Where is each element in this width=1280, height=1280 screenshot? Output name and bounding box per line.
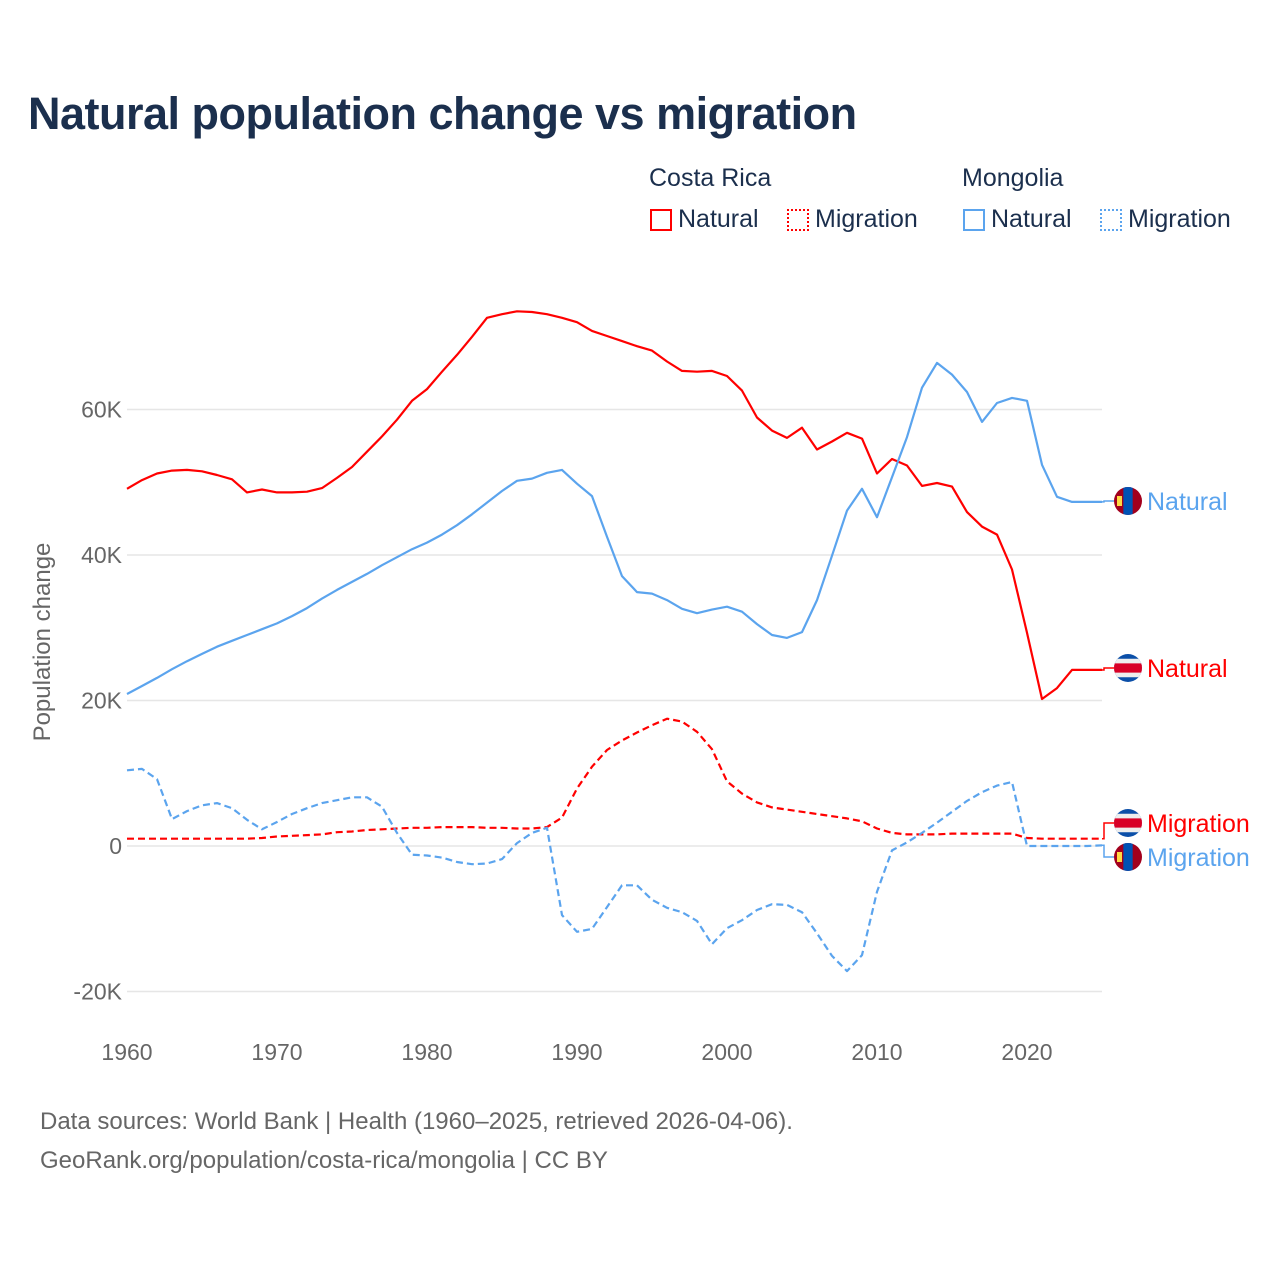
legend-item-cr-migration[interactable]: Migration (787, 205, 918, 234)
flag-body (1114, 843, 1142, 871)
flag-stripe (1123, 487, 1133, 515)
legend-country-mongolia: Mongolia (962, 164, 1064, 192)
y-tick-label: 20K (81, 688, 123, 714)
costa-rica-flag-icon (1114, 809, 1142, 837)
flag-body (1114, 809, 1142, 837)
flag-stripe (1114, 818, 1142, 828)
flag-body (1114, 487, 1142, 515)
chart-title: Natural population change vs migration (28, 88, 857, 139)
legend-swatch-solid-icon (650, 208, 672, 231)
y-tick-label: -20K (73, 979, 122, 1005)
y-tick-label: 0 (109, 833, 122, 859)
flag-stripe (1123, 843, 1133, 871)
legend-swatch-dotted-icon (1100, 208, 1122, 231)
costa-rica-flag-icon (1114, 654, 1142, 682)
end-label-connector (1102, 500, 1114, 503)
legend-country-costa-rica: Costa Rica (649, 164, 772, 192)
legend-swatch-solid-icon (963, 208, 985, 231)
x-tick-label: 1970 (251, 1039, 302, 1065)
x-tick-label: 1960 (101, 1039, 152, 1065)
legend-label: Natural (678, 205, 759, 233)
legend-label: Migration (815, 205, 918, 233)
series-line-mongolia-migration (126, 767, 1103, 973)
legend-label: Natural (991, 205, 1072, 233)
soyombo-symbol (1117, 852, 1122, 862)
mongolia-flag-icon (1114, 843, 1142, 871)
end-label: Natural (1147, 488, 1228, 516)
end-label-connector (1102, 667, 1114, 671)
end-label: Natural (1147, 655, 1228, 683)
end-label-connector (1102, 844, 1114, 858)
mongolia-flag-icon (1114, 487, 1142, 515)
soyombo-symbol (1117, 496, 1122, 506)
x-tick-label: 1980 (401, 1039, 452, 1065)
x-tick-label: 1990 (551, 1039, 602, 1065)
legend-item-cr-natural[interactable]: Natural (650, 205, 759, 234)
y-axis-label: Population change (29, 543, 56, 742)
flag-body (1114, 654, 1142, 682)
y-tick-label: 40K (81, 542, 123, 568)
end-label: Migration (1147, 844, 1250, 872)
end-label-connector (1102, 822, 1114, 840)
flag-stripe (1114, 663, 1142, 673)
series-line-mongolia-natural (126, 361, 1102, 695)
legend-swatch-dotted-icon (787, 208, 809, 231)
series-line-costa-rica-migration (127, 717, 1102, 840)
footer-link[interactable]: GeoRank.org/population/costa-rica/mongol… (40, 1147, 608, 1174)
legend-label: Migration (1128, 205, 1231, 233)
x-tick-label: 2020 (1001, 1039, 1052, 1065)
footer-sources: Data sources: World Bank | Health (1960–… (40, 1108, 793, 1135)
x-tick-label: 2010 (851, 1039, 902, 1065)
series-line-costa-rica-natural (126, 310, 1102, 701)
legend-item-mn-migration[interactable]: Migration (1100, 205, 1231, 234)
y-tick-label: 60K (81, 397, 123, 423)
end-label: Migration (1147, 810, 1250, 838)
x-tick-label: 2000 (701, 1039, 752, 1065)
legend-item-mn-natural[interactable]: Natural (963, 205, 1072, 234)
